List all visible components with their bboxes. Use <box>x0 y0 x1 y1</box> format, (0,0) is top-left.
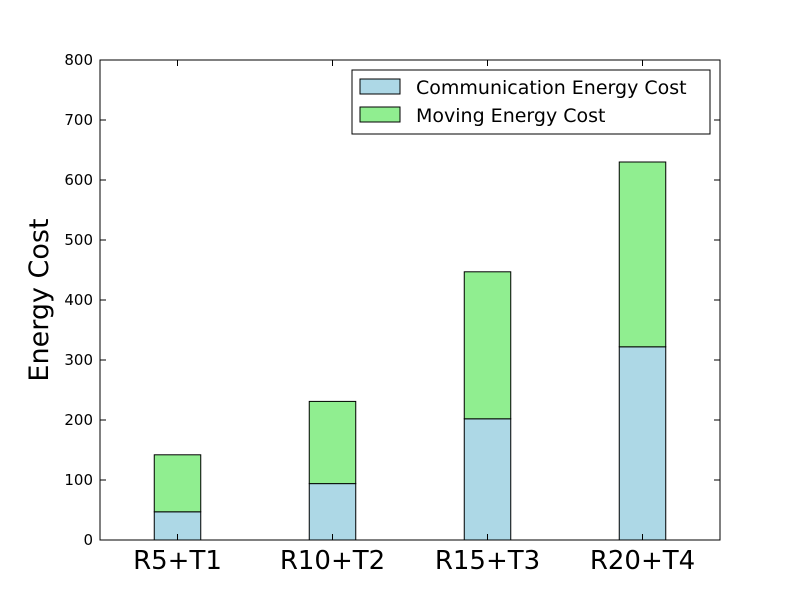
y-tick-label: 800 <box>64 51 93 69</box>
plot-frame <box>99 59 721 541</box>
bar-r15-t3-series-0 <box>463 418 512 541</box>
legend: Communication Energy Cost Moving Energy C… <box>351 69 711 135</box>
y-axis-ticks: 0 100 200 300 400 500 600 700 800 <box>64 51 720 549</box>
y-tick-label: 200 <box>64 411 93 429</box>
y-tick-label: 300 <box>64 351 93 369</box>
bar-r20-t4-series-0 <box>618 346 667 541</box>
y-tick-label: 500 <box>64 231 93 249</box>
legend-box <box>351 69 711 135</box>
plot-area <box>100 60 720 540</box>
y-tick-label: 400 <box>64 291 93 309</box>
y-tick-label: 100 <box>64 471 93 489</box>
x-axis-ticks: R5+T1 R10+T2 R15+T3 R20+T4 <box>133 60 695 576</box>
legend-label: Moving Energy Cost <box>416 105 605 127</box>
x-tick-label: R15+T3 <box>435 546 540 576</box>
y-tick-label: 0 <box>83 531 93 549</box>
bar-r15-t3-series-1 <box>463 271 512 420</box>
bars-group <box>153 161 667 541</box>
bar-r10-t2-series-0 <box>308 483 357 541</box>
y-tick-label: 700 <box>64 111 93 129</box>
x-tick-label: R10+T2 <box>280 546 385 576</box>
legend-swatch <box>359 78 401 95</box>
legend-swatch <box>359 106 401 123</box>
bar-r5-t1-series-1 <box>153 454 202 513</box>
y-tick-label: 600 <box>64 171 93 189</box>
x-tick-label: R20+T4 <box>590 546 695 576</box>
bar-r20-t4-series-1 <box>618 161 667 348</box>
bar-r10-t2-series-1 <box>308 400 357 485</box>
legend-label: Communication Energy Cost <box>416 77 687 99</box>
y-axis-label: Energy Cost <box>24 218 55 381</box>
x-tick-label: R5+T1 <box>133 546 222 576</box>
